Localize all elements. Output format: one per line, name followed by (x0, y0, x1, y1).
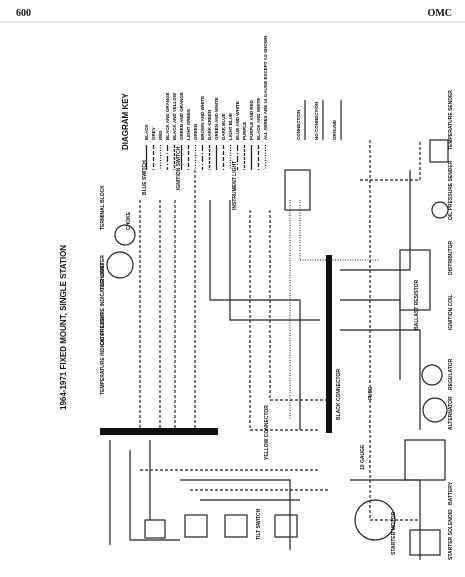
component-label: DISTRIBUTOR (448, 241, 454, 275)
key-entry: BLACK AND ORANGE (165, 92, 170, 140)
key-entry: BLACK (144, 124, 149, 140)
key-entry: GREEN AND WHITE (214, 97, 219, 140)
key-entry: GREEN AND ORANGE (179, 92, 184, 140)
key-entry: PURPLE (242, 122, 247, 140)
key-entry: PURPLE AND RED (249, 99, 254, 140)
key-entry: BLACK AND WHITE (256, 98, 261, 140)
component-label: CHOKE (126, 211, 132, 230)
key-entry: BLUE AND WHITE (235, 101, 240, 140)
key-symbol: NO CONNECTION (314, 102, 319, 140)
component-label: IGNITION SWITCH (176, 146, 182, 190)
component-label: TERMINAL BLOCK (100, 185, 106, 230)
key-entry: DARK BLUE (221, 114, 226, 141)
key-title: DIAGRAM KEY (121, 92, 130, 150)
component-label: OIL PRESSURE SENDER (448, 160, 454, 220)
key-entry: RED (158, 130, 163, 140)
component-label: INSTRUMENT LIGHT (232, 161, 238, 210)
key-entry: ALL WIRES ARE 16 GAUGE EXCEPT AS SHOWN (263, 36, 268, 140)
component-label: 10 GAUGE (360, 444, 366, 470)
component-label: BATTERY (448, 481, 454, 505)
component-label: BALLAST RESISTOR (414, 279, 420, 330)
key-entry: LIGHT BLUE (228, 113, 233, 140)
component-label: YELLOW CONNECTOR (264, 405, 270, 460)
page-number: 600 (16, 8, 31, 19)
component-label: IGNITION COIL (448, 294, 454, 330)
component-label: FUSE (368, 386, 374, 400)
component-label: STARTER MOTOR (391, 511, 397, 555)
key-entry: GREEN (193, 124, 198, 140)
component-label: TEMPERATURE INDICATOR LIGHT (100, 312, 106, 395)
component-label: ALTERNATOR (448, 396, 454, 430)
key-entry: LIGHT GREEN (186, 109, 191, 140)
brand: OMC (428, 8, 452, 19)
key-symbol: CONNECTION (296, 110, 301, 140)
component-label: TACHOMETER (100, 255, 106, 290)
key: BLACK GREY RED BLACK AND ORANGE BLACK AND YE… (144, 36, 342, 170)
component-label: TEMPERATURE SENDER (448, 90, 454, 150)
component-label: BLACK CONNECTOR (336, 369, 342, 420)
components: TEMPERATURE SENDER OIL PRESSURE SENDER BAT… (100, 90, 454, 560)
component-label: STARTER SOLENOID (448, 509, 454, 560)
component-label: BLUE SWITCH (142, 160, 148, 195)
key-entry: GREY (151, 127, 156, 140)
key-entry: DARK GREEN (207, 110, 212, 140)
component-label: OIL PRESSURE INDICATOR LIGHT (100, 263, 106, 345)
key-symbol: GROUND (332, 119, 337, 140)
diagram-title: 1964-1971 FIXED MOUNT, SINGLE STATION (59, 245, 68, 410)
key-entry: BROWN AND WHITE (200, 96, 205, 140)
wiring (100, 139, 449, 560)
key-entry: BLACK AND YELLOW (172, 92, 177, 140)
component-label: REGULATOR (448, 358, 454, 390)
component-label: TILT SWITCH (256, 508, 262, 540)
